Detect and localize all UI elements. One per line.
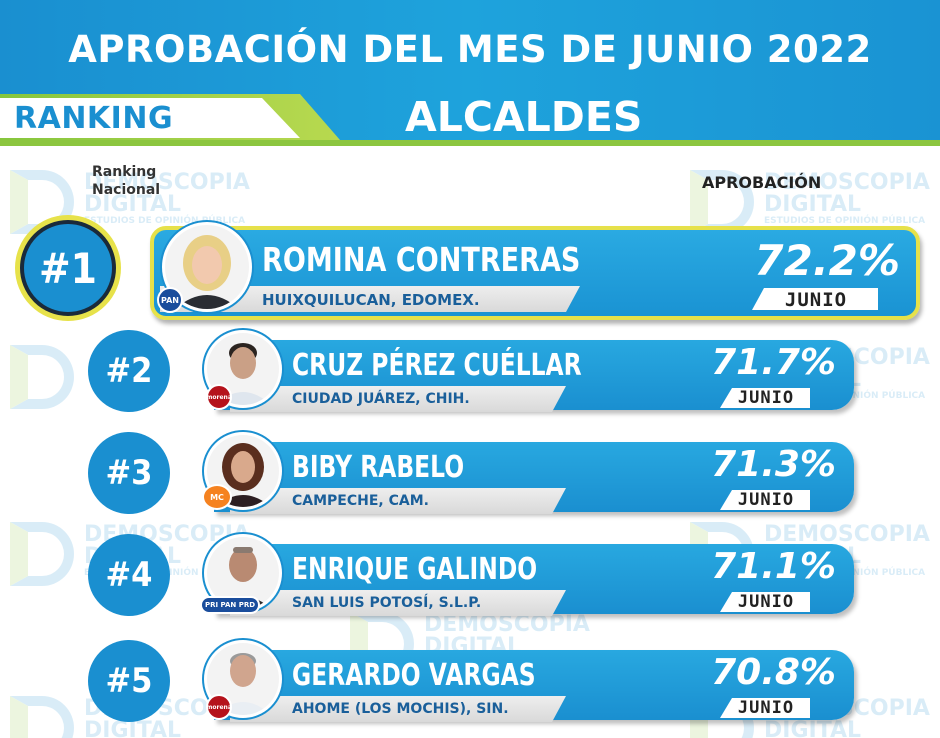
- place-band: [230, 590, 566, 616]
- month-band: [752, 288, 878, 310]
- candidate-name: ROMINA CONTRERAS: [262, 240, 581, 279]
- ranking-column-line: Ranking: [92, 164, 157, 180]
- candidate-name: GERARDO VARGAS: [292, 658, 536, 693]
- month-band: [720, 388, 810, 408]
- ranking-tab: [0, 98, 300, 138]
- candidate-place: AHOME (LOS MOCHIS), SIN.: [292, 701, 509, 717]
- month-band: [720, 490, 810, 510]
- candidate-place: CAMPECHE, CAM.: [292, 493, 429, 509]
- rank-badge: #1: [20, 220, 116, 316]
- month-band: [720, 698, 810, 718]
- candidate-place: HUIXQUILUCAN, EDOMEX.: [262, 291, 480, 309]
- candidate-avatar: [204, 640, 282, 718]
- place-band: [230, 488, 566, 514]
- demoscopia-logo-icon: [10, 522, 74, 586]
- place-band: [230, 386, 566, 412]
- approval-value: 72.2%: [754, 236, 900, 285]
- month-label: JUNIO: [737, 388, 795, 408]
- rank-badge: #2: [88, 330, 170, 412]
- rank-badge: #3: [88, 432, 170, 514]
- rank-badge: #4: [88, 534, 170, 616]
- month-label: JUNIO: [737, 490, 795, 510]
- ranking-label: RANKING: [14, 101, 174, 136]
- candidate-name: ENRIQUE GALINDO: [292, 552, 538, 587]
- header-divider: [0, 140, 940, 146]
- demoscopia-logo-icon: [10, 696, 74, 738]
- month-label: JUNIO: [737, 698, 795, 718]
- approval-column-label: APROBACIÓN: [702, 173, 822, 192]
- month-label: JUNIO: [784, 289, 848, 311]
- header-banner: APROBACIÓN DEL MES DE JUNIO 2022 RANKING…: [0, 0, 940, 146]
- place-band: [230, 696, 566, 722]
- ranking-column-line: Nacional: [92, 182, 161, 198]
- approval-value: 71.1%: [711, 546, 836, 587]
- category-label: ALCALDES: [405, 93, 643, 141]
- approval-value: 71.3%: [711, 444, 836, 485]
- candidate-name: BIBY RABELO: [292, 450, 465, 485]
- watermark-text: DIGITAL: [764, 718, 862, 738]
- candidate-place: SAN LUIS POTOSÍ, S.L.P.: [292, 595, 482, 611]
- party-logo-icon: PAN: [157, 287, 183, 313]
- demoscopia-logo-icon: [10, 345, 74, 409]
- party-logo-icon: morena: [206, 384, 232, 410]
- candidate-avatar: [204, 432, 282, 510]
- page-title: APROBACIÓN DEL MES DE JUNIO 2022: [68, 28, 872, 71]
- watermark-text: ESTUDIOS DE OPINIÓN PÚBLICA: [764, 216, 926, 226]
- watermark-text: DIGITAL: [764, 192, 862, 217]
- approval-value: 71.7%: [711, 342, 836, 383]
- rank-badge: #5: [88, 640, 170, 722]
- month-band: [720, 592, 810, 612]
- party-logo-icon: PRI PAN PRD: [200, 596, 260, 614]
- party-logo-icon: MC: [202, 484, 232, 510]
- approval-value: 70.8%: [711, 652, 836, 693]
- candidate-place: CIUDAD JUÁREZ, CHIH.: [292, 391, 470, 407]
- party-logo-icon: morena: [206, 694, 232, 720]
- ranking-column-label: Ranking Nacional: [92, 163, 160, 199]
- month-label: JUNIO: [737, 592, 795, 612]
- candidate-name: CRUZ PÉREZ CUÉLLAR: [292, 348, 582, 383]
